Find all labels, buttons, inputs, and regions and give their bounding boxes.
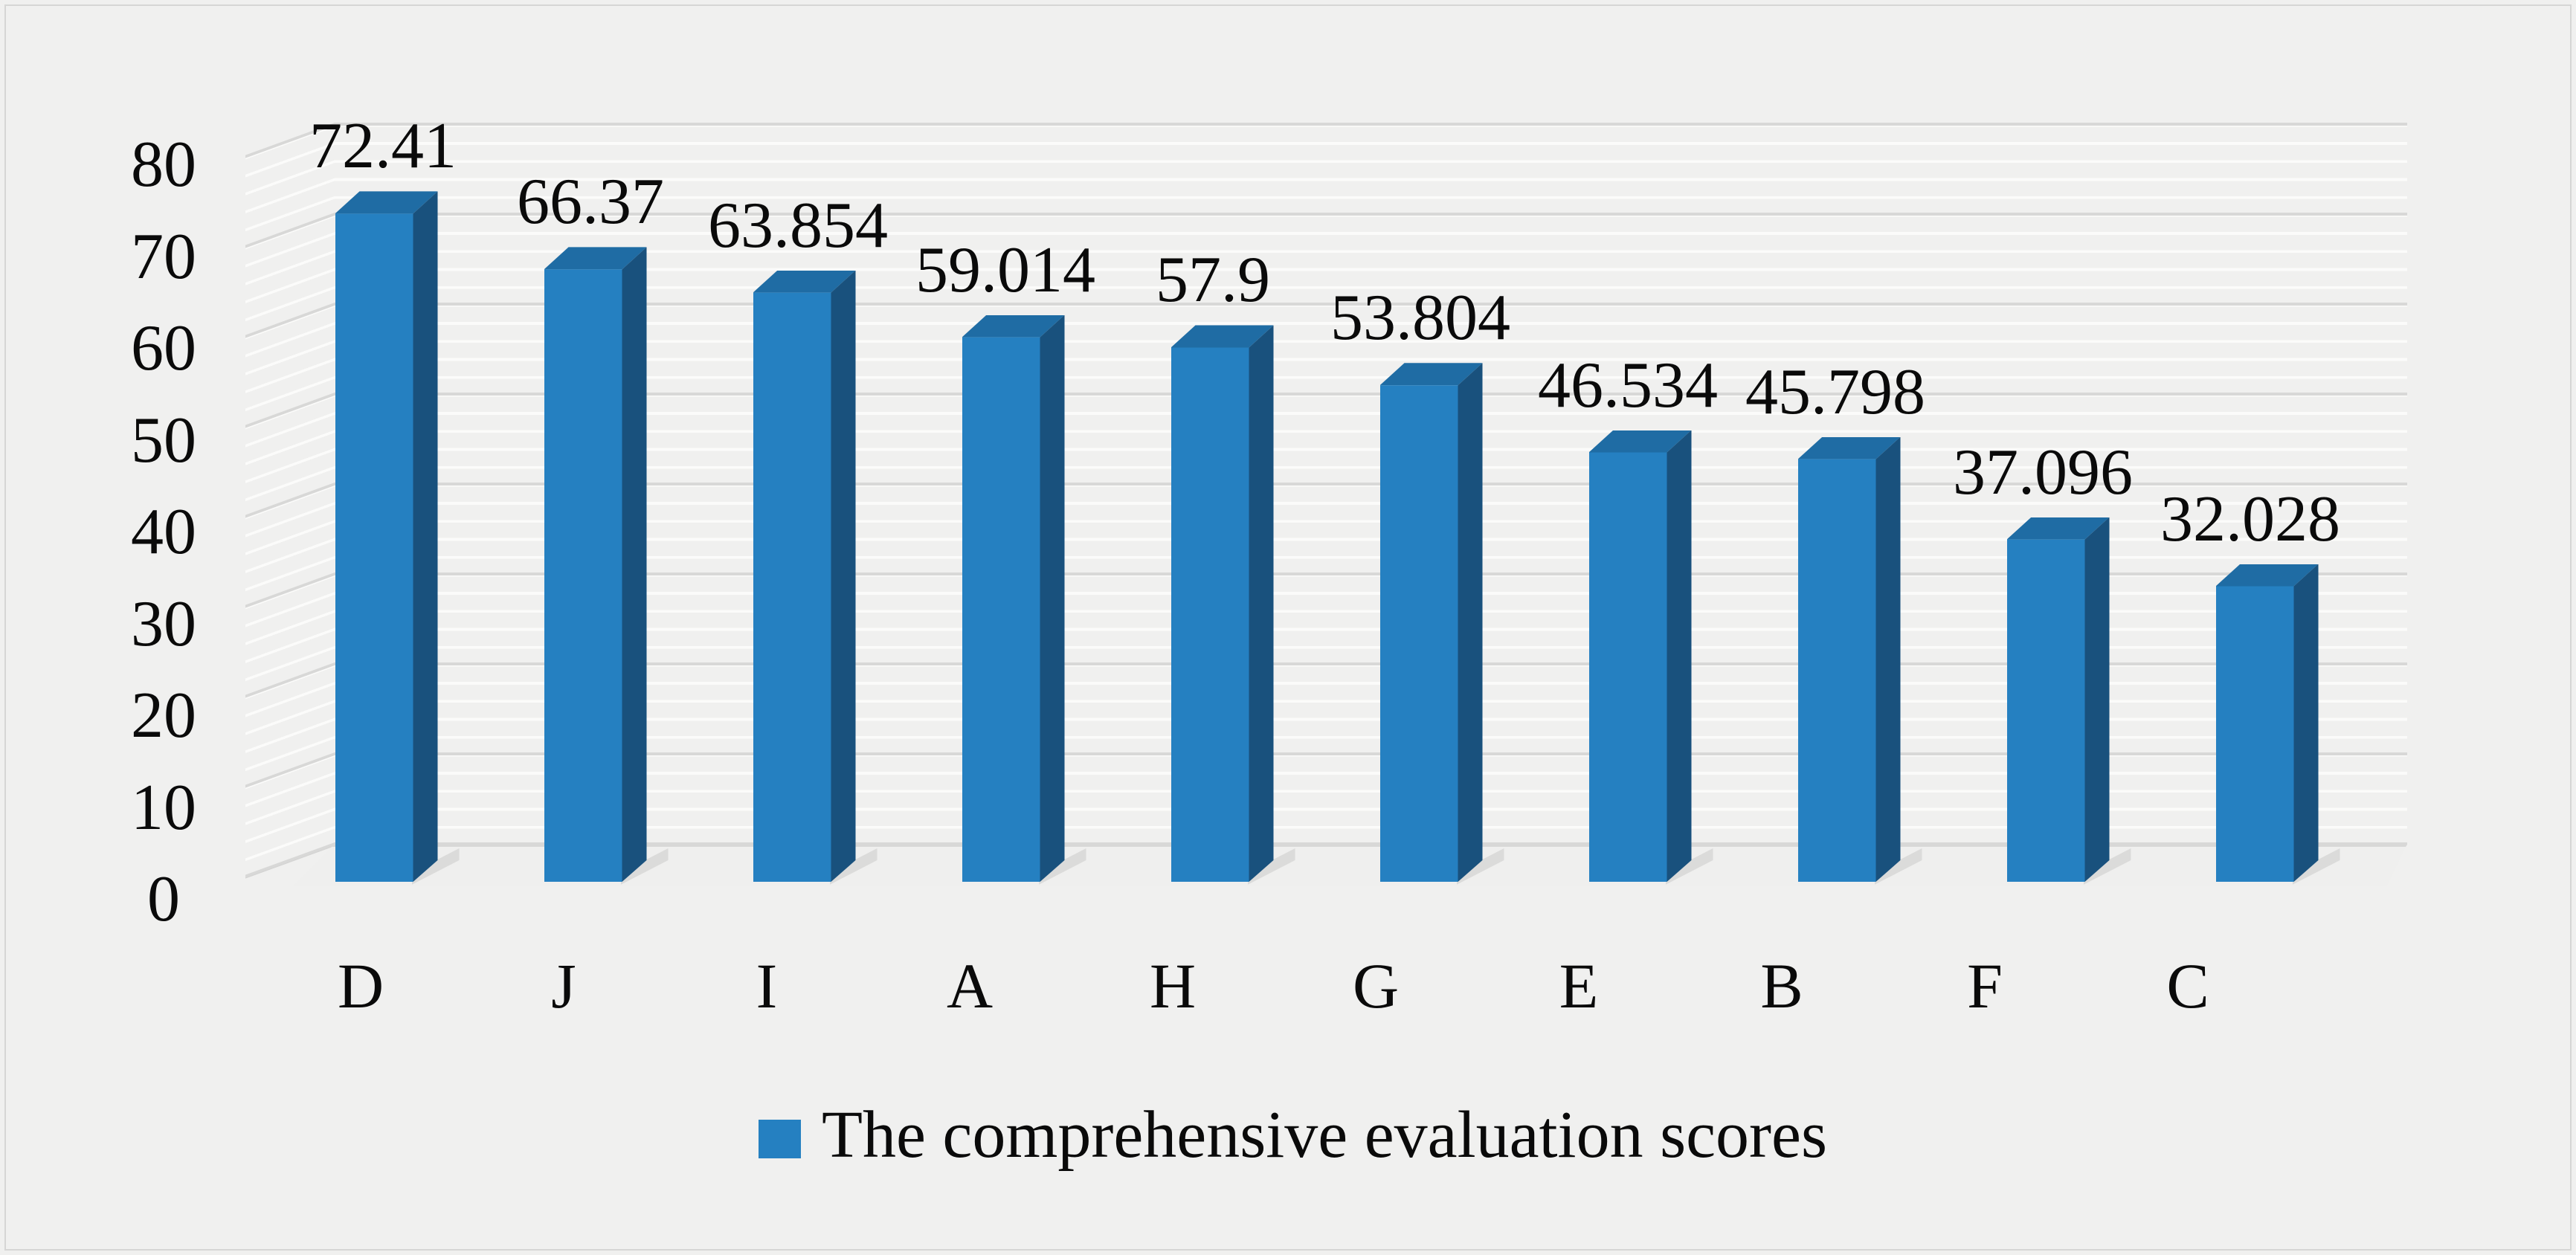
major-gridline-60 <box>335 303 2407 306</box>
bar-side-face <box>1249 325 1274 882</box>
x-tick-label-A: A <box>946 950 994 1022</box>
bar-front-face <box>1379 385 1458 882</box>
data-label-H: 57.9 <box>1156 244 1270 317</box>
data-label-C: 32.028 <box>2160 483 2340 555</box>
major-gridline-50 <box>335 393 2407 396</box>
side-wall-gridline-50 <box>245 393 335 428</box>
bar-C <box>2215 564 2319 882</box>
x-tick-label-G: G <box>1352 950 1400 1022</box>
x-tick-label-D: D <box>337 950 384 1022</box>
x-tick-label-F: F <box>1967 950 2003 1022</box>
bar-front-face <box>962 337 1040 882</box>
bar-D <box>335 191 438 882</box>
bar-H <box>1171 325 1274 882</box>
x-tick-label-C: C <box>2166 950 2209 1022</box>
bar-G <box>1379 363 1483 882</box>
bar-J <box>544 247 647 882</box>
bar-front-face <box>544 269 622 882</box>
bar-A <box>962 314 1065 882</box>
major-gridline-30 <box>335 572 2407 575</box>
bar-side-face <box>2084 517 2110 882</box>
side-wall-gridline-10 <box>245 752 335 788</box>
bar-side-face <box>622 247 647 882</box>
y-tick-label-10: 10 <box>131 771 196 844</box>
data-label-E: 46.534 <box>1538 349 1718 422</box>
x-tick-label-E: E <box>1559 950 1599 1022</box>
major-gridline-20 <box>335 662 2407 665</box>
x-tick-label-I: I <box>756 950 778 1022</box>
bar-side-face <box>1040 314 1065 882</box>
x-tick-label-H: H <box>1149 950 1197 1022</box>
side-wall-gridline-70 <box>245 213 335 248</box>
bar-front-face <box>335 213 413 882</box>
y-tick-label-60: 60 <box>131 312 196 384</box>
side-wall-gridline-20 <box>245 662 335 698</box>
y-tick-label-30: 30 <box>131 587 196 660</box>
legend-color-swatch-icon <box>759 1120 801 1158</box>
y-tick-label-40: 40 <box>131 496 196 568</box>
bar-B <box>1797 436 1901 882</box>
y-tick-label-20: 20 <box>131 680 196 752</box>
legend-label: The comprehensive evaluation scores <box>822 1098 1827 1172</box>
bar-front-face <box>2215 586 2294 882</box>
data-label-A: 59.014 <box>915 233 1095 306</box>
bar-side-face <box>2293 564 2319 882</box>
major-gridline-70 <box>335 213 2407 216</box>
x-tick-label-B: B <box>1760 950 1803 1022</box>
side-wall-gridline-40 <box>245 483 335 518</box>
bar-side-face <box>413 191 438 882</box>
bar-side-face <box>1667 430 1692 882</box>
bar-front-face <box>2006 539 2085 882</box>
bar-front-face <box>753 292 831 882</box>
bar-side-face <box>1875 436 1901 882</box>
bar-E <box>1588 430 1692 882</box>
major-gridline-80 <box>335 123 2407 126</box>
x-tick-label-J: J <box>551 950 576 1022</box>
bar-front-face <box>1588 452 1667 882</box>
data-label-I: 63.854 <box>708 189 888 262</box>
bar-front-face <box>1171 347 1249 882</box>
side-wall-gridline-60 <box>245 303 335 338</box>
data-label-D: 72.41 <box>309 110 457 183</box>
bar-front-face <box>1797 459 1876 882</box>
major-gridline-40 <box>335 483 2407 485</box>
data-label-B: 45.798 <box>1745 355 1925 428</box>
y-tick-label-0: 0 <box>147 863 180 935</box>
data-label-G: 53.804 <box>1330 282 1510 355</box>
data-label-F: 37.096 <box>1953 436 2133 509</box>
bar-I <box>753 270 856 882</box>
plot-side-wall <box>245 123 335 879</box>
side-wall-gridline-30 <box>245 572 335 608</box>
y-tick-label-70: 70 <box>131 220 196 293</box>
data-label-J: 66.37 <box>517 166 664 239</box>
legend: The comprehensive evaluation scores <box>759 1100 1827 1170</box>
bar-side-face <box>1458 363 1483 882</box>
major-gridline-10 <box>335 752 2407 755</box>
bar-F <box>2006 517 2110 882</box>
bar-side-face <box>831 270 856 882</box>
y-tick-label-50: 50 <box>131 404 196 477</box>
y-tick-label-80: 80 <box>131 129 196 201</box>
